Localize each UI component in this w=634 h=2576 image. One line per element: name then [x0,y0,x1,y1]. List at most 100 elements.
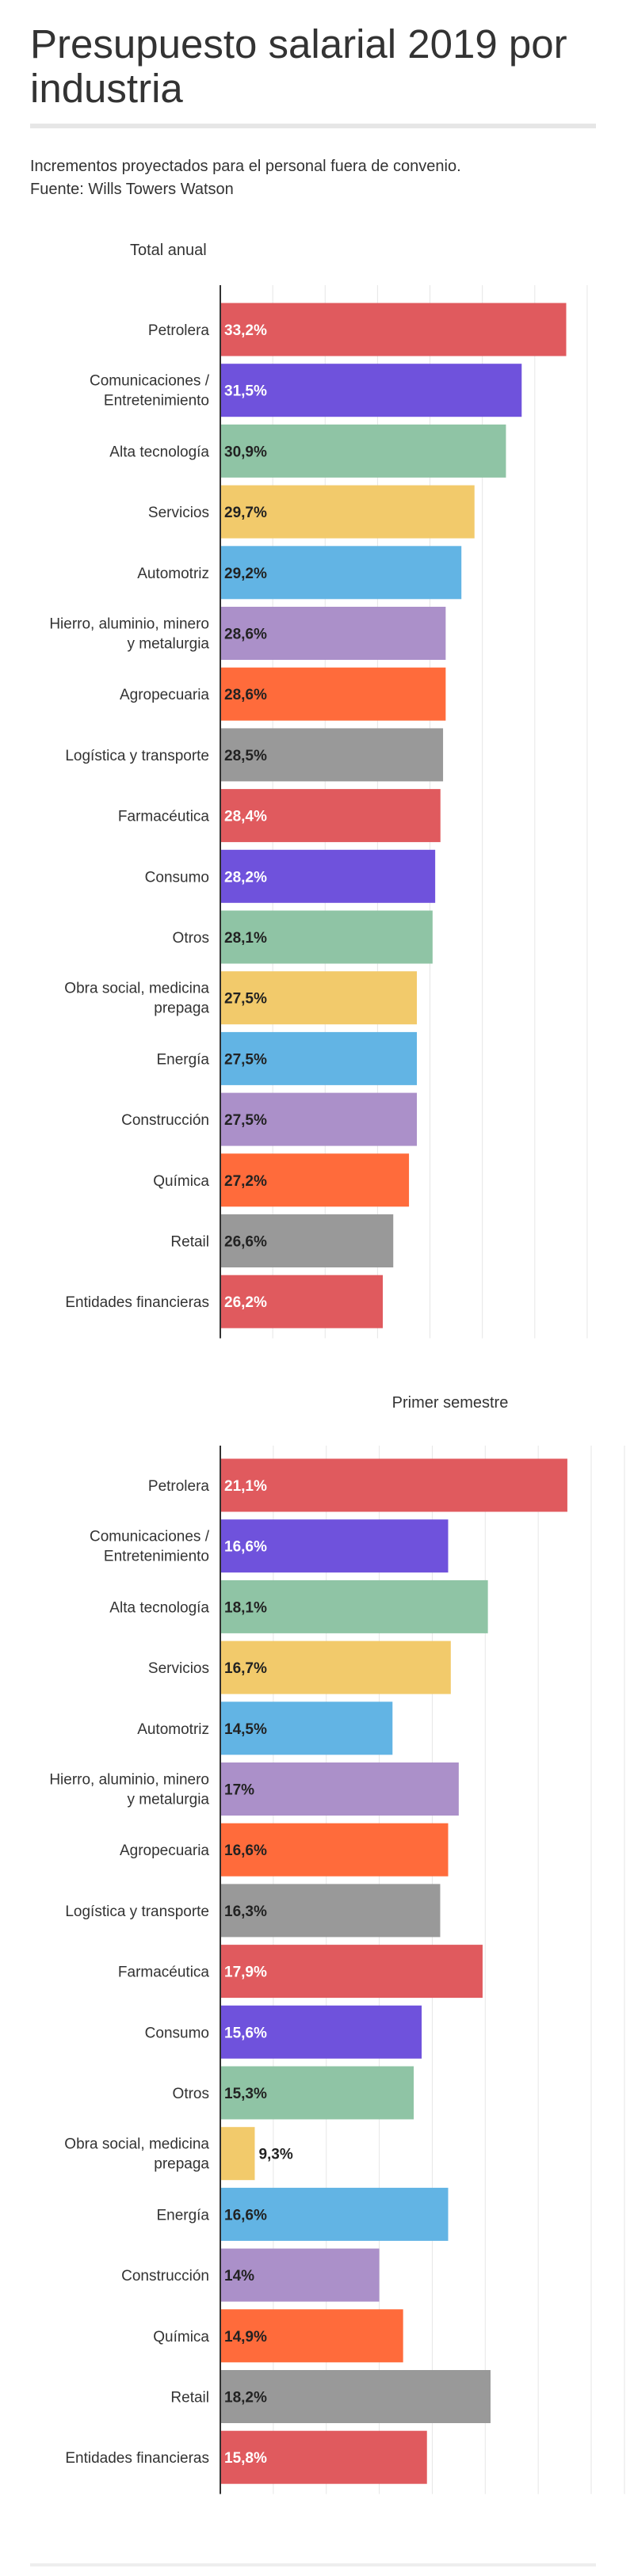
data-label: 21,1% [224,1478,267,1495]
data-label: 28,1% [224,930,267,947]
bar [220,1214,394,1267]
category-label: Consumo [145,869,209,886]
category-label: Otros [173,930,209,947]
bar [220,2187,449,2241]
bar [220,910,433,964]
category-label: Entidades financieras [65,1294,209,1311]
category-label: Energía [156,1051,209,1068]
data-label: 29,2% [224,566,267,582]
bar [220,667,446,721]
bar [220,607,446,660]
data-label: 15,6% [224,2025,267,2041]
data-label: 26,6% [224,1234,267,1251]
category-label: Alta tecnología [109,444,209,460]
bar [220,2127,255,2181]
category-label: Retail [170,1234,209,1251]
bar [220,1580,488,1633]
category-label: Hierro, aluminio, minero y metalurgia [49,616,209,653]
bar [220,1275,384,1328]
data-label: 16,6% [224,1539,267,1556]
bar [220,546,462,600]
bar [220,849,436,903]
category-label: Servicios [148,505,209,521]
chart-title: Primer semestre [392,1394,509,1412]
data-label: 28,2% [224,869,267,886]
category-label: Hierro, aluminio, minero y metalurgia [49,1772,209,1808]
bar [220,2066,414,2120]
bar [220,1823,449,1877]
bar [220,971,417,1025]
data-label: 27,2% [224,1173,267,1190]
data-label: 15,8% [224,2450,267,2467]
bar [220,485,475,539]
subtitle: Incrementos proyectados para el personal… [30,155,461,201]
category-label: Logística y transporte [65,1903,209,1920]
category-label: Otros [173,2086,209,2102]
bar [220,303,567,356]
category-label: Obra social, medicina prepaga [64,2136,209,2173]
chart-primer-semestre: Primer semestre Petrolera 21,1% Comunicacio… [49,1394,625,2494]
bar [220,1701,393,1755]
category-label: Química [153,2329,209,2345]
category-label: Agropecuaria [120,687,209,703]
data-label: 27,5% [224,1051,267,1068]
bar [220,1519,449,1573]
bar [220,1884,441,1938]
bar [220,424,506,478]
chart-title: Total anual [130,242,207,259]
data-label: 16,6% [224,1842,267,1859]
data-label: 18,2% [224,2390,267,2406]
category-label: Construcción [121,2268,209,2284]
header: Presupuesto salarial 2019 por industria [30,22,596,128]
category-label: Servicios [148,1660,209,1677]
data-label: 14% [224,2268,254,2284]
bar [220,2370,491,2423]
data-label: 14,5% [224,1721,267,1738]
category-label: Energía [156,2207,209,2224]
category-label: Química [153,1173,209,1190]
bar [220,364,522,417]
category-label: Agropecuaria [120,1842,209,1859]
data-label: 17,9% [224,1964,267,1981]
footer-divider [30,2563,596,2566]
category-label: Logística y transporte [65,748,209,764]
category-label: Alta tecnología [109,1599,209,1616]
data-label: 28,6% [224,627,267,643]
bar [220,1092,417,1146]
title-divider [30,124,596,128]
chart-total-anual: Total anual Petrolera 33,2% Comunicaciones … [49,242,588,1339]
bar [220,1945,483,1999]
subtitle-description: Incrementos proyectados para el personal… [30,158,461,175]
data-label: 16,7% [224,1660,267,1677]
data-label: 27,5% [224,1112,267,1129]
category-label: Obra social, medicina prepaga [64,981,209,1017]
bar [220,789,441,843]
page-title: Presupuesto salarial 2019 por industria [30,21,567,111]
data-label: 31,5% [224,383,267,400]
category-label: Construcción [121,1112,209,1129]
category-label: Petrolera [148,322,210,339]
data-label: 27,5% [224,991,267,1008]
data-label: 29,7% [224,505,267,521]
category-label: Retail [170,2390,209,2406]
data-label: 26,2% [224,1294,267,1311]
bar [220,728,444,782]
data-label: 28,5% [224,748,267,764]
data-label: 18,1% [224,1599,267,1616]
subtitle-source: Fuente: Wills Towers Watson [30,181,234,198]
data-label: 17% [224,1782,254,1799]
category-label: Comunicaciones / Entretenimiento [90,373,210,410]
category-label: Petrolera [148,1478,210,1495]
category-label: Farmacéutica [118,809,210,825]
data-label: 16,6% [224,2207,267,2224]
bar [220,1031,417,1085]
category-label: Comunicaciones / Entretenimiento [90,1529,210,1565]
bar [220,1153,410,1207]
bar [220,1762,459,1816]
bar [220,1640,451,1694]
bar [220,2309,403,2363]
category-label: Farmacéutica [118,1964,210,1981]
data-label: 30,9% [224,444,267,460]
data-label: 9,3% [258,2147,292,2163]
bar [220,2430,427,2484]
